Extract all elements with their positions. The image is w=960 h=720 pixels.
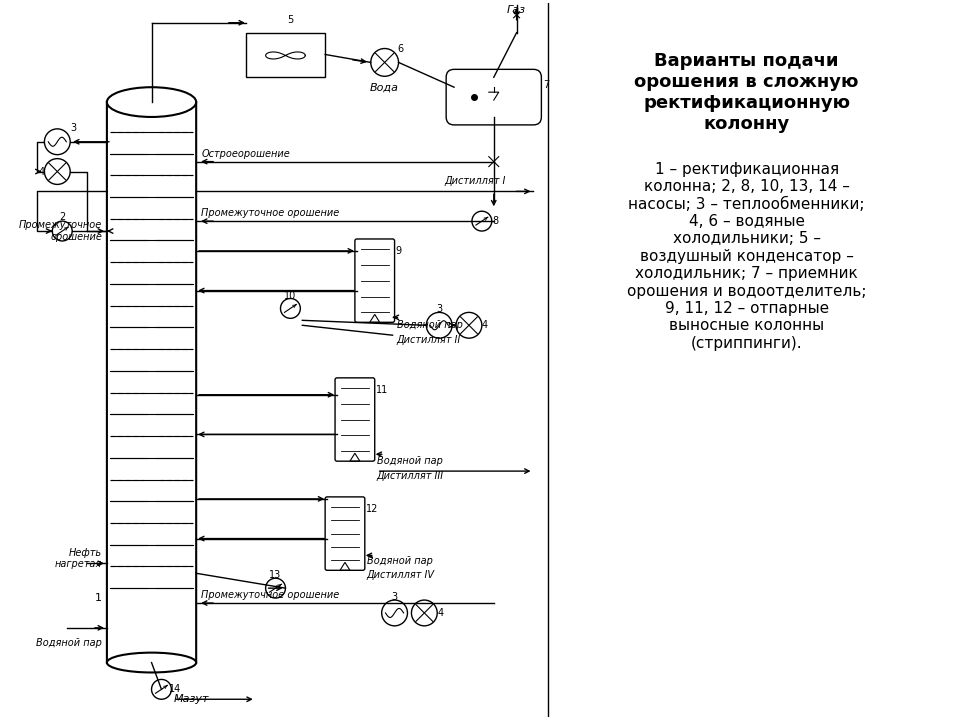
Text: 1 – ректификационная
колонна; 2, 8, 10, 13, 14 –
насосы; 3 – теплообменники;
4, : 1 – ректификационная колонна; 2, 8, 10, … — [627, 161, 867, 351]
Text: Варианты подачи
орошения в сложную
ректификационную
колонну: Варианты подачи орошения в сложную ректи… — [635, 53, 859, 133]
Text: 7: 7 — [543, 80, 550, 90]
Text: 8: 8 — [492, 216, 499, 226]
Text: Дистиллят III: Дистиллят III — [376, 471, 444, 481]
Text: Остроеорошение: Остроеорошение — [202, 148, 290, 158]
Circle shape — [266, 578, 285, 598]
Circle shape — [412, 600, 437, 626]
Text: Вода: Вода — [371, 82, 399, 92]
FancyBboxPatch shape — [355, 239, 395, 323]
Text: 10: 10 — [284, 291, 297, 300]
Text: Дистиллят IV: Дистиллят IV — [367, 570, 435, 580]
Text: Нефть
нагретая: Нефть нагретая — [55, 548, 102, 570]
Text: Промежуточное
орошение: Промежуточное орошение — [18, 220, 102, 242]
Circle shape — [44, 129, 70, 155]
Circle shape — [44, 158, 70, 184]
Text: 3: 3 — [70, 123, 76, 133]
Text: 14: 14 — [169, 684, 181, 694]
Circle shape — [53, 221, 72, 241]
Ellipse shape — [107, 652, 196, 672]
Text: 4: 4 — [437, 608, 444, 618]
Text: Дистиллят II: Дистиллят II — [396, 335, 461, 345]
Ellipse shape — [107, 87, 196, 117]
Text: 2: 2 — [60, 212, 65, 222]
Text: Водяной пар: Водяной пар — [376, 456, 443, 466]
Text: Водяной пар: Водяной пар — [396, 320, 463, 330]
Text: 11: 11 — [375, 384, 388, 395]
Circle shape — [382, 600, 407, 626]
Text: Мазут: Мазут — [174, 694, 209, 704]
FancyBboxPatch shape — [107, 102, 196, 662]
FancyBboxPatch shape — [446, 69, 541, 125]
Text: Газ: Газ — [507, 5, 526, 15]
Text: Водяной пар: Водяной пар — [36, 638, 102, 648]
Text: 9: 9 — [396, 246, 401, 256]
Bar — [246, 32, 325, 77]
Text: 1: 1 — [95, 593, 102, 603]
Circle shape — [152, 680, 172, 699]
Circle shape — [371, 48, 398, 76]
Text: 6: 6 — [397, 43, 403, 53]
Circle shape — [472, 211, 492, 231]
Text: 4: 4 — [482, 320, 488, 330]
Text: 4: 4 — [38, 166, 44, 176]
Text: Дистиллят I: Дистиллят I — [444, 176, 506, 186]
Text: 3: 3 — [436, 305, 443, 315]
Text: 13: 13 — [270, 570, 281, 580]
FancyBboxPatch shape — [325, 497, 365, 570]
Text: Водяной пар: Водяной пар — [367, 557, 433, 567]
Text: 5: 5 — [287, 14, 294, 24]
Circle shape — [456, 312, 482, 338]
Text: Промежуточное орошение: Промежуточное орошение — [202, 208, 340, 218]
Text: 3: 3 — [392, 592, 397, 602]
FancyBboxPatch shape — [335, 378, 374, 462]
Text: 12: 12 — [366, 504, 378, 514]
Text: Промежуточное орошение: Промежуточное орошение — [202, 590, 340, 600]
Circle shape — [426, 312, 452, 338]
Circle shape — [280, 299, 300, 318]
